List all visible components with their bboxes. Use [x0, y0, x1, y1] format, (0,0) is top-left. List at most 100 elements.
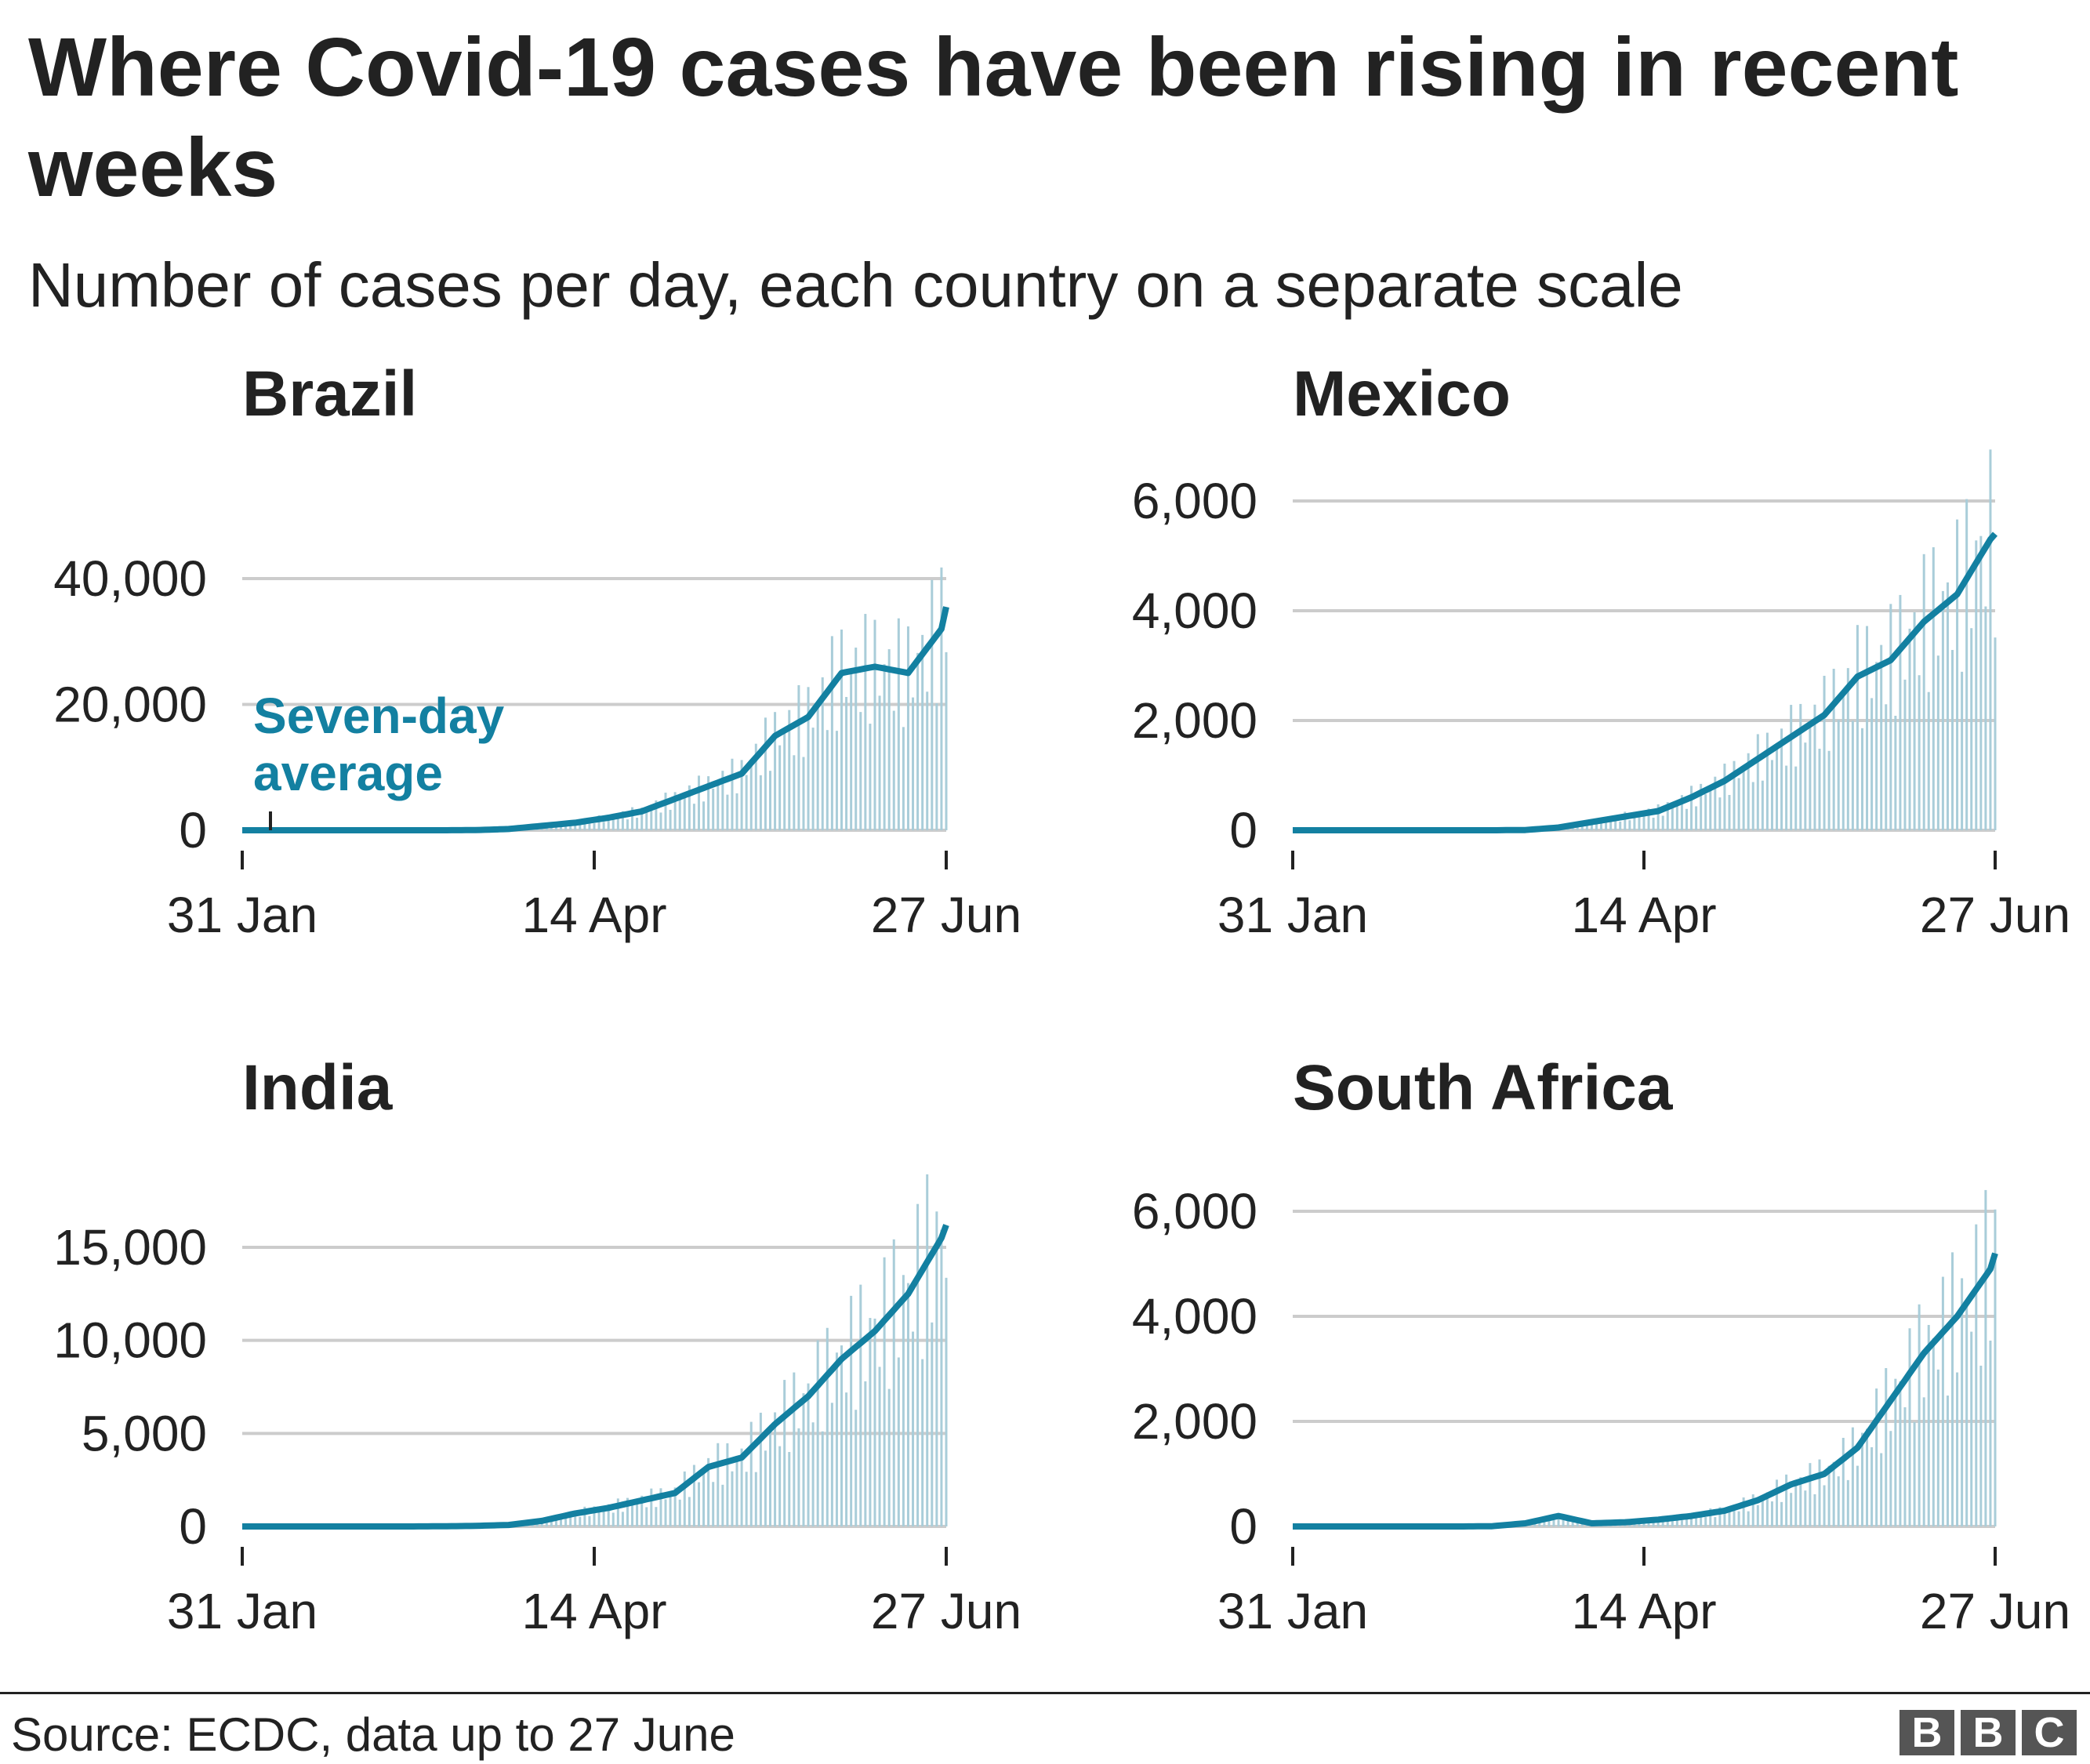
daily-bar — [1747, 1511, 1750, 1526]
daily-bar — [707, 1457, 710, 1526]
daily-bar — [1846, 668, 1849, 830]
daily-bar — [1661, 1519, 1664, 1526]
daily-bar — [1809, 1463, 1812, 1526]
daily-bar — [673, 1487, 677, 1526]
daily-bar — [1922, 554, 1925, 830]
daily-bar — [1785, 765, 1788, 830]
daily-bar — [840, 1345, 844, 1526]
x-tick-label: 31 Jan — [167, 1583, 317, 1639]
daily-bar — [931, 579, 934, 830]
daily-bar — [892, 710, 895, 830]
daily-bar — [1548, 1520, 1551, 1526]
daily-bar — [1776, 1479, 1779, 1526]
daily-bar — [811, 1422, 815, 1526]
daily-bar — [1765, 1492, 1769, 1526]
y-tick-label: 6,000 — [1132, 473, 1257, 529]
daily-bar — [669, 809, 672, 830]
daily-bar — [1765, 732, 1769, 830]
daily-bar — [821, 1431, 824, 1526]
daily-bar — [607, 1504, 610, 1526]
daily-bar — [1780, 1501, 1783, 1526]
daily-bar — [569, 1515, 572, 1526]
daily-bar — [1823, 675, 1826, 830]
daily-bar — [1642, 815, 1646, 830]
daily-bar — [1700, 783, 1703, 830]
daily-bar — [560, 826, 563, 830]
daily-bar — [574, 1510, 577, 1526]
daily-bar — [593, 1506, 596, 1526]
y-tick-label: 0 — [1229, 802, 1257, 858]
daily-bar — [1714, 776, 1717, 830]
daily-bar — [783, 733, 786, 830]
daily-bar — [636, 818, 639, 830]
daily-bar — [1813, 704, 1816, 830]
daily-bar — [855, 1410, 858, 1526]
daily-bar — [869, 1318, 872, 1526]
seven-day-average-line — [1293, 532, 1998, 833]
daily-bar — [906, 1283, 909, 1526]
daily-bar — [1899, 594, 1902, 830]
daily-bar — [721, 771, 724, 830]
daily-bar — [811, 728, 815, 830]
daily-bar — [1675, 805, 1678, 830]
daily-bar — [1709, 790, 1712, 830]
daily-bar — [1770, 760, 1773, 830]
daily-bar — [916, 652, 920, 830]
daily-bar — [1751, 1494, 1754, 1526]
panel-title: India — [242, 1052, 394, 1123]
daily-bar — [1580, 1523, 1584, 1526]
x-tick-label: 14 Apr — [521, 887, 666, 943]
small-multiples-charts: Brazil 0 20,000 40,000 31 Jan 14 Apr 27 Jun Sev… — [53, 358, 2070, 1639]
y-tick-label: 0 — [179, 802, 207, 858]
daily-bar — [1728, 1508, 1731, 1526]
daily-bar — [859, 712, 862, 830]
daily-bar — [1790, 1493, 1793, 1526]
x-tick-label: 31 Jan — [1217, 1583, 1368, 1639]
y-tick-label: 0 — [1229, 1498, 1257, 1555]
daily-bar — [850, 1295, 853, 1526]
daily-bar — [1851, 1427, 1854, 1526]
x-tick-label: 14 Apr — [1571, 887, 1716, 943]
daily-bar — [607, 815, 610, 830]
daily-bar — [1927, 1324, 1930, 1526]
daily-bar — [1994, 1209, 1997, 1526]
daily-bar — [650, 810, 653, 830]
daily-bar — [825, 730, 829, 830]
daily-bar — [1827, 1465, 1831, 1526]
daily-bar — [845, 1392, 848, 1526]
daily-bar — [1979, 1365, 1983, 1526]
daily-bar — [611, 1512, 615, 1526]
daily-bar — [840, 630, 844, 830]
daily-bar — [1671, 807, 1674, 830]
daily-bar — [897, 618, 900, 830]
daily-bar — [1984, 1189, 1987, 1526]
daily-bar — [1685, 1513, 1688, 1526]
daily-bar — [1994, 637, 1997, 830]
y-tick-label: 5,000 — [82, 1405, 207, 1461]
daily-bar — [1927, 691, 1930, 830]
daily-bar — [1965, 1301, 1968, 1526]
daily-bar — [1614, 815, 1617, 830]
daily-bar — [621, 1512, 624, 1526]
daily-bar — [1970, 1331, 1973, 1526]
daily-bar — [1761, 780, 1764, 830]
daily-bar — [883, 1257, 886, 1526]
daily-bar — [1690, 1517, 1693, 1526]
daily-bar — [611, 817, 615, 830]
daily-bar — [1827, 750, 1831, 830]
daily-bar — [631, 807, 634, 830]
daily-bar — [945, 652, 948, 830]
daily-bar — [712, 788, 715, 830]
daily-bar — [1866, 626, 1869, 830]
daily-bar — [1552, 1515, 1555, 1526]
daily-bar — [1908, 1328, 1911, 1526]
daily-bar — [688, 785, 691, 830]
daily-bar — [1566, 1516, 1569, 1526]
daily-bar — [626, 819, 629, 830]
daily-bar — [621, 811, 624, 830]
daily-bar — [1633, 811, 1636, 830]
seven-day-average-line — [1293, 1252, 1998, 1530]
daily-bar — [864, 1381, 867, 1526]
daily-bar — [754, 1472, 757, 1526]
daily-bar — [1970, 628, 1973, 830]
